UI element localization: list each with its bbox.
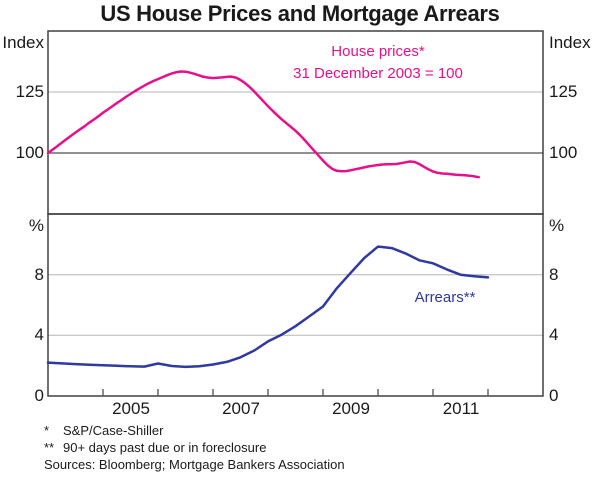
house-prices-label-line2: 31 December 2003 = 100: [293, 65, 463, 82]
bottom-series-line: [46, 245, 490, 369]
chart-title: US House Prices and Mortgage Arrears: [100, 1, 500, 26]
footnote-2: ** 90+ days past due or in foreclosure: [44, 440, 584, 456]
footnote-2-marker: **: [44, 440, 55, 455]
house-prices-label-line1: House prices*: [331, 43, 425, 60]
y-tick-label-left-0: 0: [34, 386, 44, 405]
y-tick-label-right-125: 125: [549, 82, 578, 101]
y-tick-label-right-100: 100: [549, 143, 578, 162]
y-axis-unit-top-left: Index: [2, 33, 44, 52]
footnote-1-text: S&P/Case-Shiller: [63, 423, 164, 438]
y-tick-label-right-0: 0: [549, 386, 559, 405]
footnote-1: * S&P/Case-Shiller: [44, 423, 584, 439]
x-tick-label-2005: 2005: [112, 399, 150, 418]
x-tick-label-2011: 2011: [442, 399, 480, 418]
y-axis-unit-top-right: Index: [549, 33, 591, 52]
house-prices-series-label: House prices* 31 December 2003 = 100: [228, 41, 528, 85]
y-tick-label-left-100: 100: [15, 143, 44, 162]
top-series-line: [46, 70, 481, 179]
y-tick-label-right-8: 8: [549, 265, 559, 284]
y-axis-unit-bottom-left: %: [28, 216, 44, 235]
footnote-1-marker: *: [44, 423, 50, 438]
sources-line: Sources: Bloomberg; Mortgage Bankers Ass…: [44, 457, 345, 472]
x-tick-label-2009: 2009: [332, 399, 370, 418]
x-tick-label-2007: 2007: [222, 399, 260, 418]
y-axis-unit-bottom-right: %: [549, 216, 565, 235]
footnote-2-text: 90+ days past due or in foreclosure: [63, 440, 267, 455]
bottom-panel-frame: [47, 213, 544, 397]
arrears-series-label: Arrears**: [414, 289, 476, 306]
y-tick-label-left-125: 125: [15, 82, 44, 101]
y-tick-label-left-8: 8: [34, 265, 44, 284]
y-tick-label-left-4: 4: [34, 325, 44, 344]
y-tick-label-right-4: 4: [549, 325, 559, 344]
